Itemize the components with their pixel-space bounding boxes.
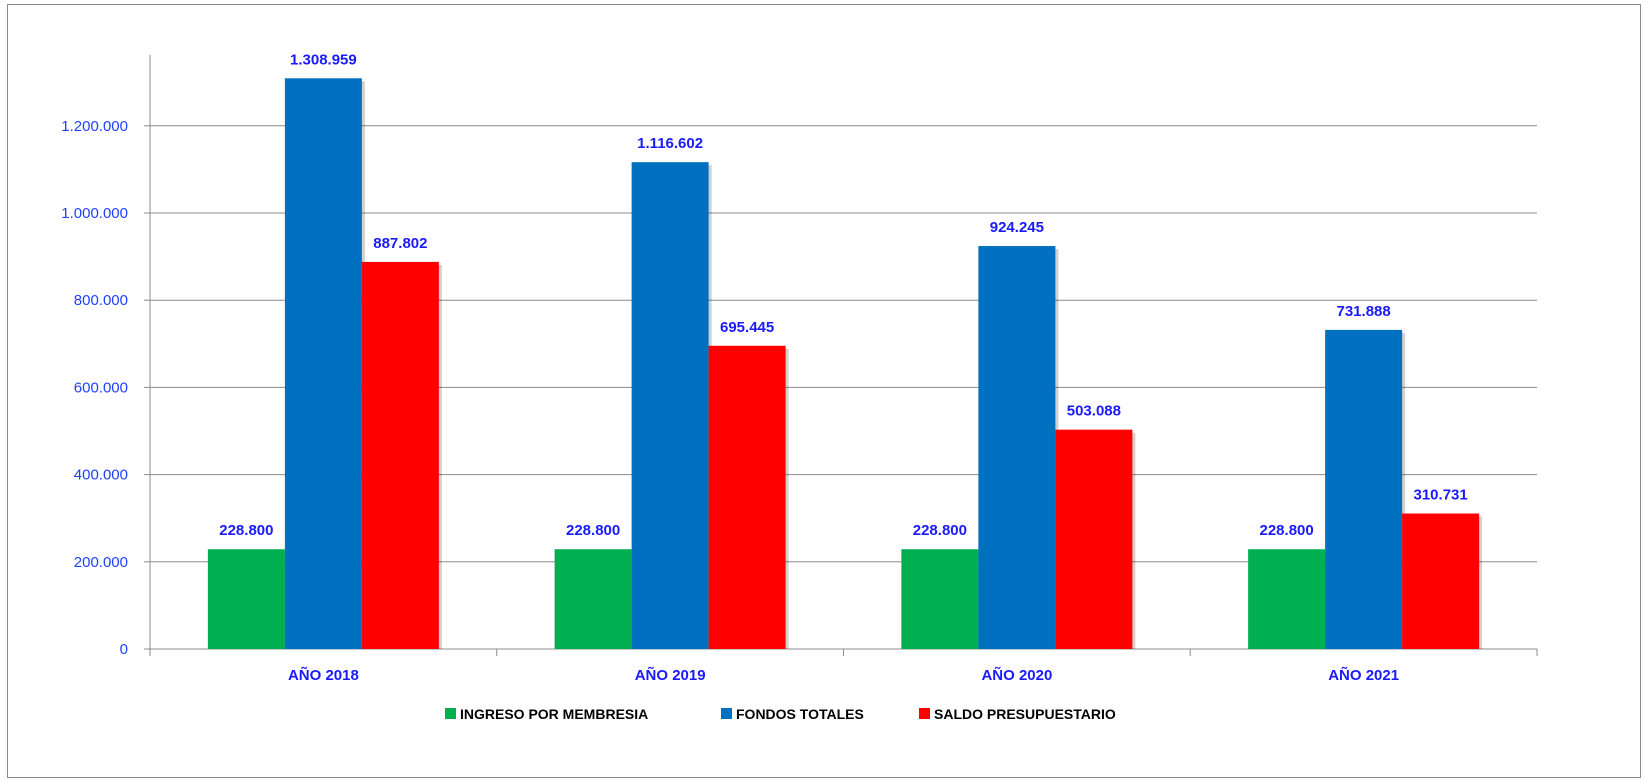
y-tick-label: 400.000 — [74, 467, 128, 484]
y-tick-label: 1.000.000 — [61, 205, 128, 222]
bar — [901, 549, 979, 649]
data-label: 731.888 — [1337, 303, 1391, 320]
data-label: 1.308.959 — [290, 51, 357, 68]
legend-label: INGRESO POR MEMBRESIA — [460, 706, 648, 722]
bar — [554, 549, 632, 649]
data-label: 228.800 — [913, 522, 967, 539]
data-label: 503.088 — [1067, 403, 1121, 420]
bar — [978, 246, 1056, 649]
data-label: 924.245 — [990, 219, 1044, 236]
category-label: AÑO 2021 — [1328, 666, 1399, 684]
bar — [207, 549, 285, 649]
bar — [1402, 513, 1480, 649]
category-label: AÑO 2020 — [981, 666, 1052, 684]
bar — [284, 78, 362, 649]
y-tick-label: 600.000 — [74, 379, 128, 396]
bar — [1248, 549, 1326, 649]
bar — [361, 261, 439, 649]
data-label: 228.800 — [219, 522, 273, 539]
y-tick-label: 0 — [120, 641, 128, 658]
legend-swatch — [445, 708, 456, 719]
y-tick-label: 1.200.000 — [61, 118, 128, 135]
bar — [1055, 429, 1133, 649]
legend-label: SALDO PRESUPUESTARIO — [934, 706, 1116, 722]
bar — [708, 345, 786, 649]
legend-swatch — [721, 708, 732, 719]
bar — [1325, 329, 1403, 649]
category-label: AÑO 2018 — [288, 666, 359, 684]
category-label: AÑO 2019 — [635, 666, 706, 684]
y-tick-label: 200.000 — [74, 554, 128, 571]
data-label: 887.802 — [373, 235, 427, 252]
data-label: 228.800 — [1260, 522, 1314, 539]
legend-label: FONDOS TOTALES — [736, 706, 864, 722]
y-tick-label: 800.000 — [74, 292, 128, 309]
data-label: 310.731 — [1414, 487, 1468, 504]
legend-swatch — [919, 708, 930, 719]
data-label: 228.800 — [566, 522, 620, 539]
data-label: 695.445 — [720, 319, 774, 336]
data-label: 1.116.602 — [637, 135, 703, 152]
bar — [631, 162, 709, 649]
